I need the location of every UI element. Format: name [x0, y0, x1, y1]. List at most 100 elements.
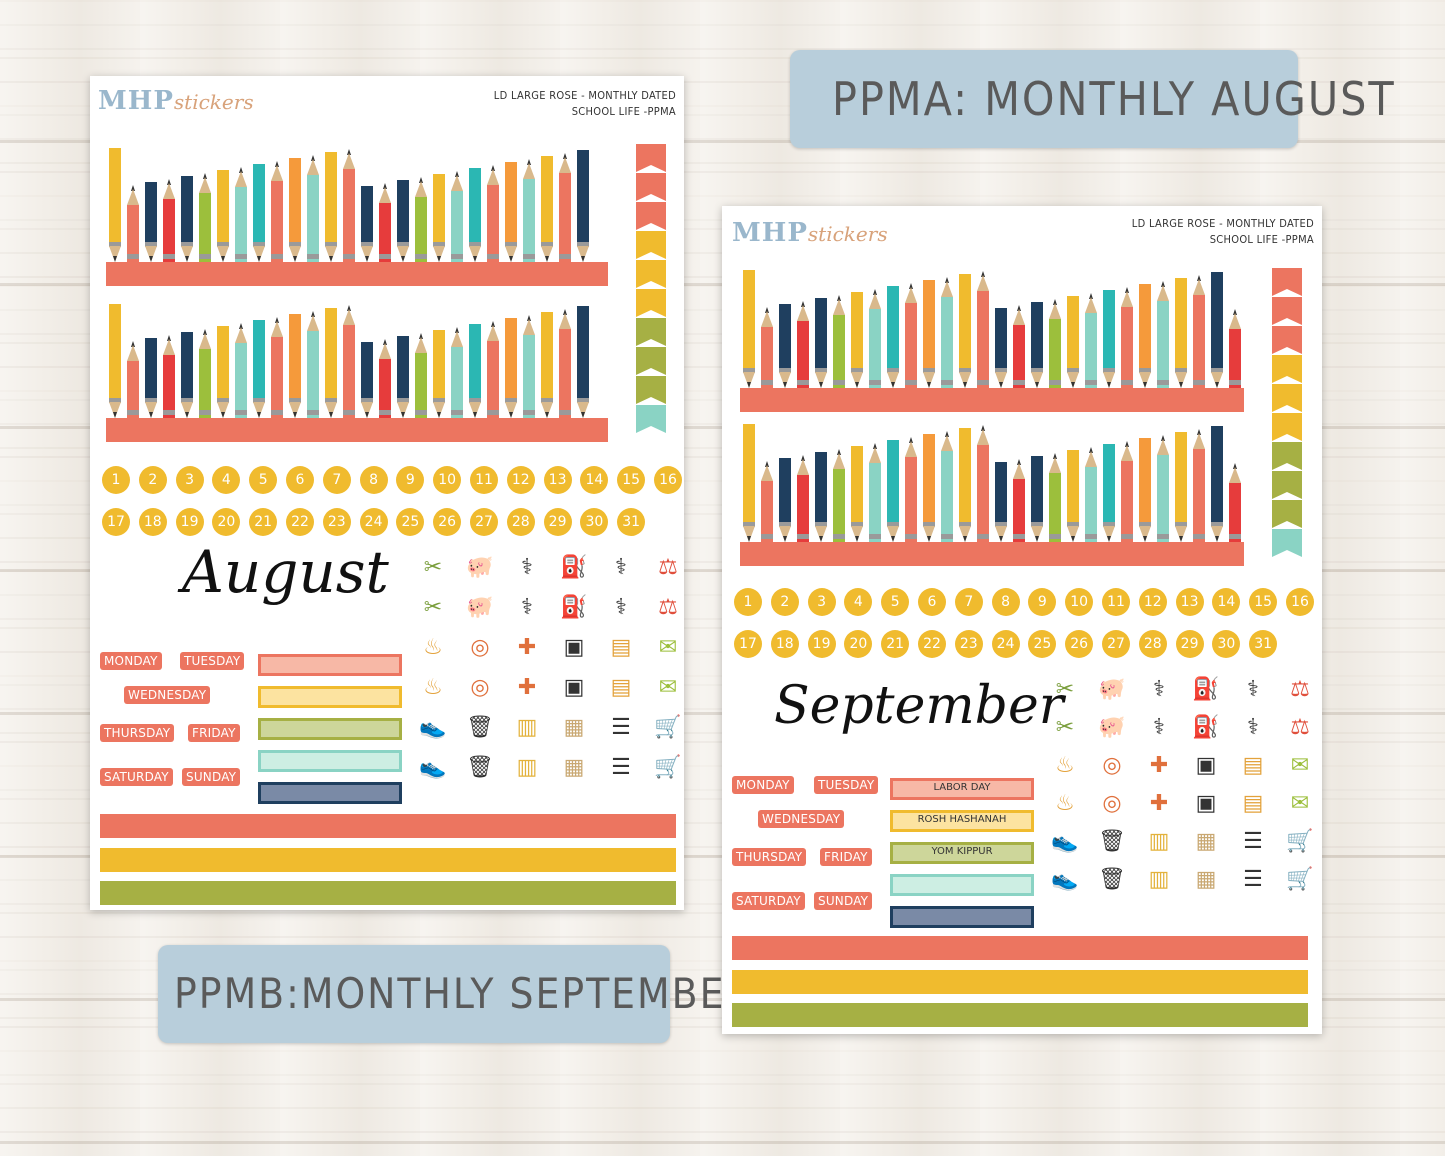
header-line-2: SCHOOL LIFE -PPMA — [571, 105, 676, 118]
pencil-graphic — [833, 449, 845, 548]
pencil-graphic — [1031, 456, 1043, 548]
pencil-strip-bottom — [740, 424, 1244, 568]
dumbbell-kettlebell-icon: ⚖ — [1290, 676, 1310, 701]
flag-sticker — [636, 376, 666, 404]
pencil-graphic — [163, 179, 175, 268]
dumbbell-kettlebell-icon: ⚖ — [1290, 714, 1310, 739]
luggage-icon: ▤ — [1242, 752, 1264, 777]
date-circle: 13 — [1175, 588, 1204, 616]
pencil-graphic — [1103, 290, 1115, 394]
pencil-graphic — [761, 461, 773, 548]
gas-pump-icon: ⛽ — [1192, 714, 1220, 739]
pencil-graphic — [743, 270, 755, 394]
pencil-graphic — [145, 182, 157, 268]
stripe-coral — [732, 936, 1308, 960]
flag-sticker — [1272, 471, 1302, 499]
pencil-graphic — [217, 326, 229, 424]
pencil-graphic — [1067, 450, 1079, 548]
stethoscope-icon: ⚕ — [615, 554, 627, 579]
pencil-graphic — [941, 277, 953, 394]
date-circle: 1 — [734, 588, 762, 616]
pencil-graphic — [487, 165, 499, 268]
luggage-icon: ▤ — [610, 674, 632, 699]
pencil-graphic — [1049, 299, 1061, 394]
medicine-icon: ✚ — [517, 674, 537, 699]
pencil-graphic — [379, 183, 391, 268]
day-label-tuesday: TUESDAY — [814, 776, 879, 794]
date-circle: 9 — [1028, 588, 1057, 616]
pencil-graphic — [307, 155, 319, 268]
color-box — [258, 782, 402, 804]
date-circle: 24 — [991, 630, 1020, 658]
logo-main: MHP — [98, 86, 174, 116]
date-circle: 26 — [1065, 630, 1094, 658]
package-icon: ▦ — [563, 754, 585, 779]
wood-grain-line — [0, 81, 1445, 83]
day-label-wednesday: WEDNESDAY — [124, 686, 211, 704]
date-circle: 22 — [286, 508, 314, 536]
book-icon: ▥ — [1148, 828, 1170, 853]
stethoscope-icon: ⚕ — [615, 594, 627, 619]
wood-grain-line — [0, 171, 1445, 173]
pencil-graphic — [469, 168, 481, 268]
pencil-graphic — [235, 323, 247, 424]
pencil-graphic — [797, 455, 809, 548]
birthday-cake-icon: ♨ — [1055, 752, 1075, 777]
pencil-graphic — [541, 156, 553, 268]
pencil-graphic — [379, 339, 391, 424]
pencil-graphic — [815, 452, 827, 548]
pencil-strip-bottom — [106, 304, 608, 444]
pencil-graphic — [289, 158, 301, 268]
envelope-icon: ✉ — [658, 674, 678, 699]
pencil-graphic — [905, 437, 917, 548]
pencil-graphic — [1103, 444, 1115, 548]
pencil-graphic — [163, 335, 175, 424]
date-circle: 14 — [1212, 588, 1241, 616]
pencil-graphic — [145, 338, 157, 424]
day-label-tuesday: TUESDAY — [180, 652, 245, 670]
pencil-graphic — [977, 425, 989, 548]
wood-grain-line — [0, 1074, 1445, 1076]
trash-can-icon: 🗑 — [1098, 828, 1126, 853]
receipt-icon: ☰ — [1243, 866, 1263, 891]
flag-sticker — [636, 289, 666, 317]
flag-sticker — [636, 347, 666, 375]
pencil-graphic — [959, 428, 971, 548]
date-circle: 17 — [734, 630, 762, 658]
pencil-graphic — [797, 301, 809, 394]
washing-machine-icon: ◎ — [1102, 790, 1122, 815]
date-circle: 20 — [212, 508, 241, 536]
dumbbell-kettlebell-icon: ⚖ — [658, 554, 678, 579]
pencil-graphic — [923, 280, 935, 394]
scale-icon: ▣ — [563, 634, 585, 659]
pencil-graphic — [851, 292, 863, 394]
pencil-graphic — [761, 307, 773, 394]
pencil-graphic — [505, 162, 517, 268]
flag-sticker — [636, 231, 666, 259]
day-label-monday: MONDAY — [100, 652, 162, 670]
pencil-graphic — [851, 446, 863, 548]
scale-icon: ▣ — [563, 674, 585, 699]
date-circle: 3 — [175, 466, 204, 494]
date-circle: 12 — [1138, 588, 1167, 616]
date-circle: 14 — [580, 466, 609, 494]
pencil-graphic — [523, 159, 535, 268]
luggage-icon: ▤ — [1242, 790, 1264, 815]
date-circle: 20 — [844, 630, 873, 658]
medicine-icon: ✚ — [517, 634, 537, 659]
tooth-icon: ⚕ — [521, 594, 533, 619]
birthday-cake-icon: ♨ — [423, 634, 443, 659]
pencil-graphic — [1229, 463, 1241, 548]
washing-machine-icon: ◎ — [470, 674, 490, 699]
date-circle: 7 — [954, 588, 983, 616]
day-label-saturday: SATURDAY — [100, 768, 173, 786]
tag-august-label: PPMA: MONTHLY AUGUST — [832, 72, 1396, 126]
book-icon: ▥ — [1148, 866, 1170, 891]
date-circle: 8 — [991, 588, 1020, 616]
day-label-thursday: THURSDAY — [100, 724, 175, 742]
date-circle: 21 — [249, 508, 278, 536]
wood-grain-line — [0, 57, 1445, 59]
date-circle: 26 — [433, 508, 462, 536]
date-circle: 2 — [138, 466, 167, 494]
month-title: September — [774, 676, 1064, 736]
